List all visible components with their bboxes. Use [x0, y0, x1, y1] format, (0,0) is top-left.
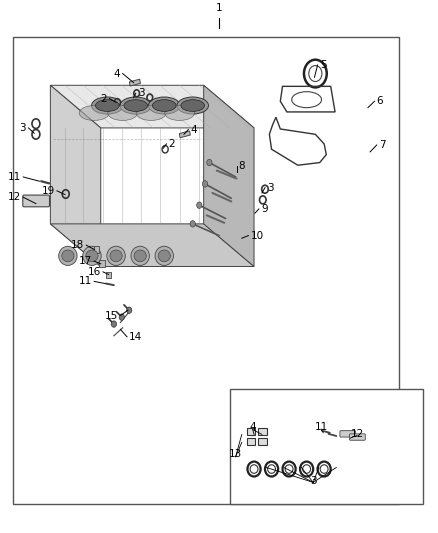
- Text: 12: 12: [8, 192, 21, 202]
- Ellipse shape: [155, 246, 173, 265]
- Circle shape: [111, 321, 117, 327]
- Text: 4: 4: [114, 69, 120, 78]
- Polygon shape: [204, 85, 254, 266]
- Text: 13: 13: [229, 449, 242, 459]
- Bar: [99, 260, 105, 266]
- Bar: [230, 389, 423, 504]
- Ellipse shape: [120, 97, 152, 114]
- Text: 2: 2: [169, 139, 175, 149]
- Text: 3: 3: [310, 476, 317, 486]
- Ellipse shape: [165, 106, 194, 120]
- Circle shape: [119, 314, 124, 320]
- Text: 19: 19: [42, 186, 55, 196]
- Text: 4: 4: [249, 423, 256, 432]
- Ellipse shape: [107, 246, 125, 265]
- Ellipse shape: [158, 250, 170, 262]
- Text: 3: 3: [138, 88, 145, 98]
- Text: 10: 10: [251, 231, 264, 240]
- Bar: [94, 246, 99, 253]
- Bar: [258, 438, 267, 445]
- Ellipse shape: [177, 97, 208, 114]
- Text: 11: 11: [79, 277, 92, 286]
- Ellipse shape: [92, 97, 123, 114]
- Text: 1: 1: [215, 3, 223, 13]
- Circle shape: [127, 307, 132, 313]
- Text: 5: 5: [320, 60, 326, 70]
- Ellipse shape: [95, 100, 119, 111]
- Text: 17: 17: [79, 256, 92, 266]
- Text: 3: 3: [20, 123, 26, 133]
- Ellipse shape: [152, 100, 176, 111]
- Ellipse shape: [124, 100, 148, 111]
- Polygon shape: [50, 224, 254, 266]
- Bar: [258, 428, 267, 435]
- Ellipse shape: [110, 250, 122, 262]
- Text: 16: 16: [88, 267, 101, 277]
- Text: 4: 4: [191, 125, 197, 134]
- Ellipse shape: [79, 106, 109, 120]
- Ellipse shape: [86, 250, 98, 262]
- Text: 11: 11: [8, 172, 21, 182]
- Ellipse shape: [83, 246, 101, 265]
- Text: 3: 3: [267, 183, 274, 192]
- Bar: [106, 272, 111, 278]
- Bar: [247, 428, 255, 435]
- Text: 12: 12: [350, 430, 364, 439]
- Ellipse shape: [134, 250, 146, 262]
- Text: 9: 9: [261, 204, 268, 214]
- Circle shape: [207, 159, 212, 166]
- Text: 2: 2: [101, 94, 107, 103]
- Text: 8: 8: [239, 161, 245, 171]
- Bar: [179, 131, 191, 138]
- Ellipse shape: [62, 250, 74, 262]
- Text: 18: 18: [71, 240, 84, 250]
- Text: 15: 15: [105, 311, 118, 320]
- Polygon shape: [50, 85, 254, 128]
- Bar: [247, 438, 255, 445]
- Circle shape: [202, 181, 208, 187]
- Text: 7: 7: [379, 140, 385, 150]
- Ellipse shape: [59, 246, 77, 265]
- Ellipse shape: [108, 106, 138, 120]
- FancyBboxPatch shape: [23, 195, 49, 207]
- Ellipse shape: [181, 100, 205, 111]
- FancyBboxPatch shape: [340, 431, 356, 437]
- Circle shape: [197, 202, 202, 208]
- Ellipse shape: [136, 106, 166, 120]
- Text: 11: 11: [314, 423, 328, 432]
- FancyBboxPatch shape: [350, 434, 365, 440]
- Polygon shape: [50, 85, 101, 266]
- Circle shape: [190, 221, 195, 227]
- Text: 14: 14: [129, 332, 142, 342]
- Bar: [13, 37, 399, 504]
- Ellipse shape: [131, 246, 149, 265]
- Bar: [129, 79, 141, 86]
- Ellipse shape: [148, 97, 180, 114]
- Text: 6: 6: [377, 96, 383, 106]
